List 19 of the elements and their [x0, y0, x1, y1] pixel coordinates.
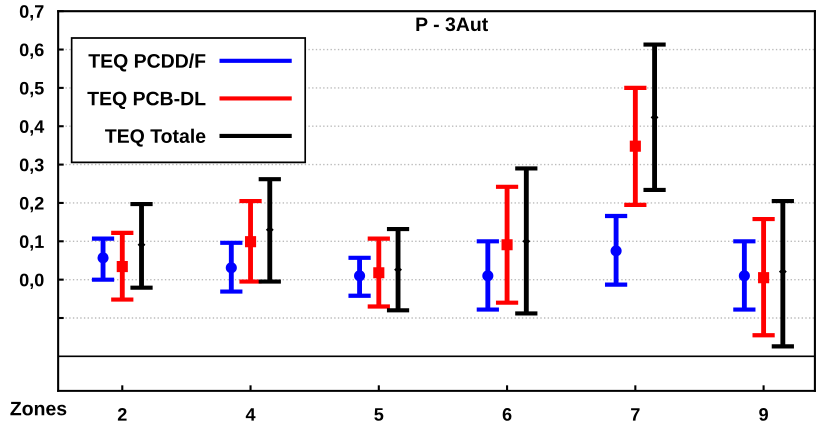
- chart-title: P - 3Aut: [416, 17, 488, 32]
- y-tick-label: 0,2: [20, 196, 44, 212]
- x-tick-label: 9: [759, 408, 768, 421]
- x-tick-label: 7: [631, 408, 640, 421]
- y-tick-label: 0,5: [20, 82, 44, 98]
- x-tick-label: 2: [118, 408, 127, 421]
- y-tick-label: 0,1: [20, 235, 44, 251]
- y-tick-label: 0,0: [20, 274, 44, 289]
- y-tick-label: 0,4: [20, 120, 44, 136]
- y-tick-label: 0,6: [20, 43, 44, 59]
- y-tick-label: 0,3: [20, 158, 44, 174]
- legend-label: TEQ PCDD/F: [88, 54, 206, 72]
- x-axis-title: Zones: [10, 402, 66, 416]
- x-tick-label: 4: [246, 408, 256, 421]
- y-tick-label: 0,7: [20, 5, 44, 21]
- x-tick-label: 6: [502, 408, 512, 421]
- legend-label: TEQ Totale: [105, 128, 206, 147]
- legend-label: TEQ PCB-DL: [87, 92, 206, 110]
- x-tick-label: 5: [374, 408, 384, 421]
